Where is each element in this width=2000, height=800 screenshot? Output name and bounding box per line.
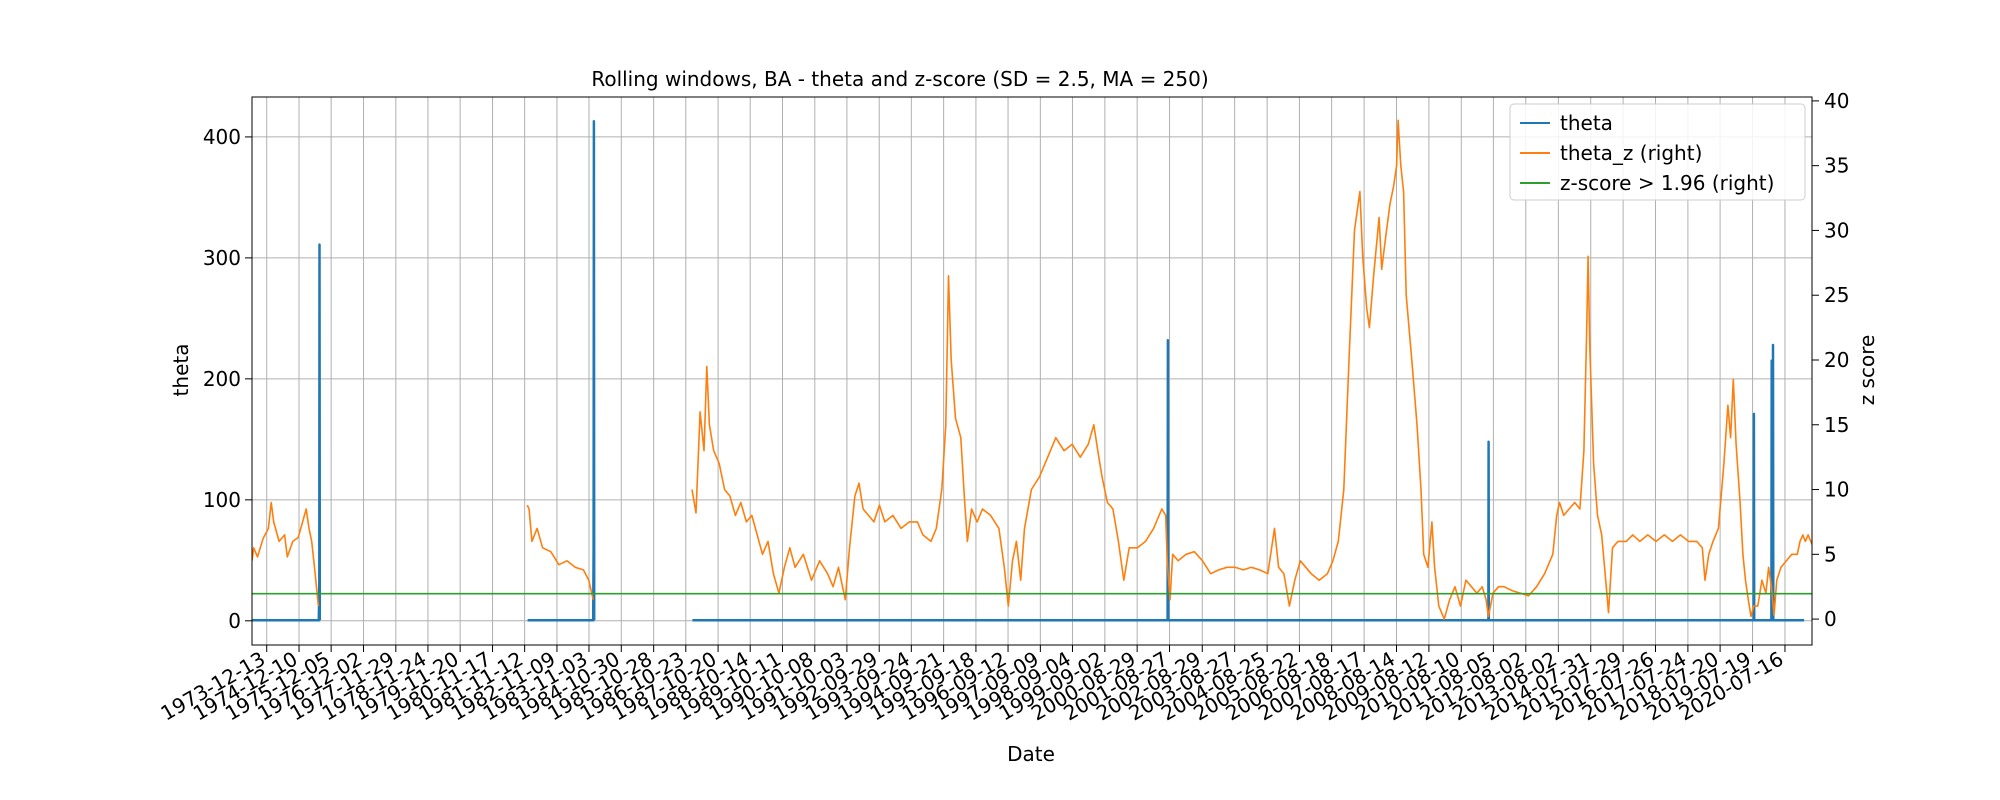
series-0 [252, 119, 1805, 622]
right-y-tick-label: 40 [1824, 89, 1849, 113]
left-y-axis-label: theta [169, 344, 193, 397]
left-y-tick-label: 0 [228, 609, 241, 633]
left-y-tick-label: 200 [203, 367, 241, 391]
right-y-tick-label: 10 [1824, 478, 1849, 502]
series-line [526, 504, 594, 600]
left-y-axis: 0 100 200 300 400 [203, 125, 252, 633]
legend-label: theta_z (right) [1560, 141, 1702, 165]
x-axis: 1973-12-131974-12-101975-12-051976-12-02… [157, 645, 1787, 725]
series-line [691, 119, 1812, 620]
series-line [692, 338, 1805, 622]
legend-label: theta [1560, 111, 1613, 135]
left-y-tick-label: 400 [203, 125, 241, 149]
series-line [527, 119, 596, 622]
x-axis-label: Date [1007, 742, 1055, 766]
legend: theta theta_z (right) z-score > 1.96 (righ… [1509, 103, 1806, 201]
right-y-tick-label: 5 [1824, 542, 1837, 566]
plot-frame [251, 96, 1813, 646]
series-line [252, 501, 320, 607]
right-y-axis-label: z score [1855, 335, 1879, 406]
legend-box [1509, 103, 1806, 201]
legend-label: z-score > 1.96 (right) [1560, 171, 1774, 195]
right-y-tick-label: 0 [1824, 607, 1837, 631]
right-y-tick-label: 30 [1824, 218, 1849, 242]
right-y-tick-label: 25 [1824, 283, 1849, 307]
left-y-tick-label: 300 [203, 246, 241, 270]
right-y-axis: 0 5 10 15 20 25 30 35 40 [1812, 89, 1849, 631]
grid [252, 97, 1812, 645]
series-line [252, 243, 322, 622]
right-y-tick-label: 15 [1824, 413, 1849, 437]
right-y-tick-label: 20 [1824, 348, 1849, 372]
left-y-tick-label: 100 [203, 488, 241, 512]
series-1 [252, 119, 1812, 620]
plot-area [252, 119, 1812, 622]
chart-title: Rolling windows, BA - theta and z-score … [591, 67, 1208, 91]
right-y-tick-label: 35 [1824, 154, 1849, 178]
